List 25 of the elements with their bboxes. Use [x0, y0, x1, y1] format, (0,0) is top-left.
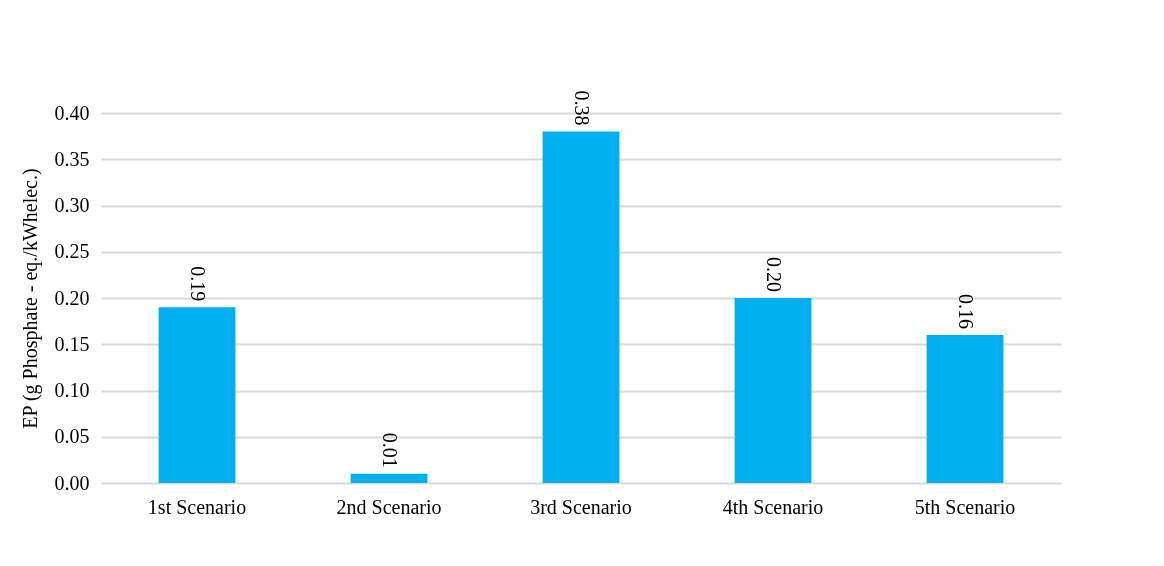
x-tick-label: 1st Scenario	[147, 495, 247, 518]
x-tick-label: 2nd Scenario	[336, 495, 442, 518]
y-tick-label: 0.25	[54, 240, 90, 263]
y-tick-label: 0.00	[54, 471, 90, 494]
bar	[350, 473, 428, 483]
data-label: 0.01	[379, 432, 401, 468]
y-tick-label: 0.15	[54, 332, 90, 355]
data-label: 0.19	[187, 266, 209, 302]
y-tick-label: 0.35	[54, 147, 90, 170]
x-tick-label: 4th Scenario	[722, 495, 824, 518]
y-tick-label: 0.40	[54, 101, 90, 124]
y-tick-label: 0.05	[54, 425, 90, 448]
x-tick-label: 3rd Scenario	[530, 495, 632, 518]
x-tick-label: 5th Scenario	[914, 495, 1016, 518]
y-axis-title: EP (g Phosphate - eq./kWhelec.)	[18, 168, 42, 429]
y-tick-label: 0.30	[54, 194, 90, 216]
bar	[734, 298, 812, 483]
data-label: 0.38	[571, 90, 593, 126]
data-label: 0.20	[763, 257, 785, 292]
bar	[158, 307, 236, 483]
bar	[926, 335, 1004, 483]
data-label: 0.16	[955, 294, 977, 329]
bar	[542, 131, 620, 483]
y-tick-label: 0.20	[54, 286, 90, 309]
y-tick-label: 0.10	[54, 379, 90, 401]
